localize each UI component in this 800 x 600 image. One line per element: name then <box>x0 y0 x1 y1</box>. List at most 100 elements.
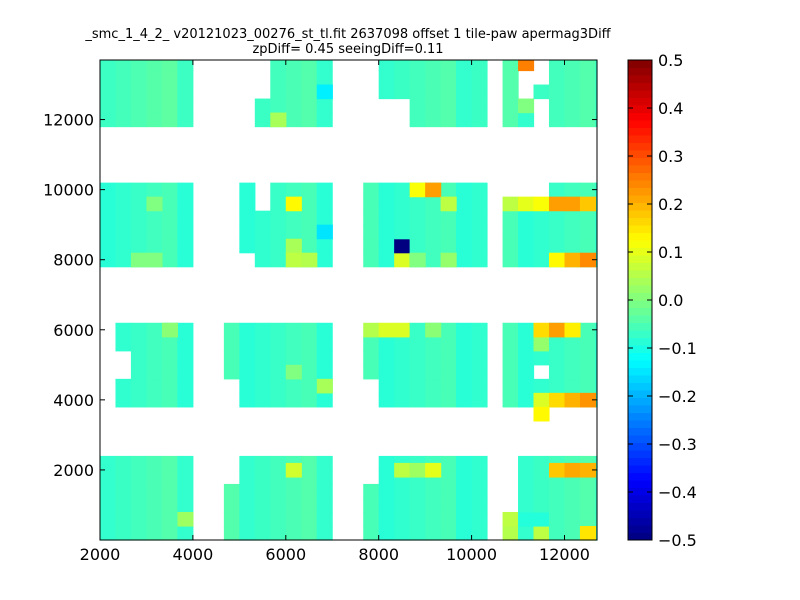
heatmap-cell-389 <box>378 252 395 268</box>
heatmap-cell-574 <box>579 84 596 100</box>
heatmap-cell-30 <box>177 525 194 541</box>
heatmap-cell-479 <box>115 60 132 72</box>
axis-ticks: 2000 4000 6000 8000 10000 12000 2000 4000 6000 80… <box>43 60 597 564</box>
heatmap-cell-34 <box>177 469 194 485</box>
heatmap-cell-61 <box>285 483 302 499</box>
heatmap-cell-372 <box>301 238 318 254</box>
heatmap-cell-280 <box>518 392 535 408</box>
heatmap-cell-18 <box>146 525 163 541</box>
heatmap-cell-542 <box>440 60 457 72</box>
heatmap-cell-285 <box>518 322 535 338</box>
heatmap-cell-233 <box>378 378 395 394</box>
heatmap-cell-549 <box>471 98 488 114</box>
heatmap-cell-500 <box>254 112 271 128</box>
x-tick-label-8000: 8000 <box>358 545 399 564</box>
heatmap-cell-38 <box>223 497 240 513</box>
heatmap-cell-293 <box>548 350 566 366</box>
heatmap-cell-220 <box>301 336 318 352</box>
heatmap-cell-261 <box>440 322 457 338</box>
heatmap-cell-516 <box>301 60 318 72</box>
heatmap-cell-307 <box>579 322 596 338</box>
heatmap-cell-553 <box>502 112 519 128</box>
heatmap-cell-431 <box>502 252 519 268</box>
colorbar-band-8 <box>628 472 652 481</box>
heatmap-cell-360 <box>270 238 287 254</box>
heatmap-cell-78 <box>363 497 380 513</box>
heatmap-cell-325 <box>115 182 132 198</box>
colorbar-band-25 <box>628 345 652 353</box>
colorbar-tick-label-4: −0.1 <box>658 339 697 358</box>
heatmap-cell-247 <box>409 350 426 366</box>
heatmap-cell-473 <box>100 70 117 86</box>
colorbar-band-53 <box>628 135 652 143</box>
heatmap-cell-314 <box>100 252 117 268</box>
heatmap-cell-548 <box>471 112 488 128</box>
heatmap-cell-547 <box>456 60 473 72</box>
heatmap-cell-564 <box>548 84 566 100</box>
heatmap-cell-245 <box>409 378 426 394</box>
colorbar-tick-label-7: 0.2 <box>658 195 683 214</box>
heatmap-cell-598 <box>409 252 426 268</box>
heatmap-cell-487 <box>146 84 163 100</box>
heatmap-cell-268 <box>471 392 488 408</box>
heatmap-cell-264 <box>456 364 473 380</box>
heatmap-cell-164 <box>130 392 147 408</box>
heatmap-cell-178 <box>161 364 178 380</box>
heatmap-cell-345 <box>177 238 194 254</box>
heatmap-cell-352 <box>239 210 256 226</box>
heatmap-cell-468 <box>595 196 598 212</box>
heatmap-cell-493 <box>161 70 178 86</box>
heatmap-cell-135 <box>533 455 550 471</box>
heatmap-cell-425 <box>471 252 488 268</box>
heatmap-cell-471 <box>100 98 117 114</box>
colorbar-band-1 <box>628 525 652 533</box>
heatmap-cell-9 <box>115 483 132 499</box>
heatmap-cell-81 <box>378 511 395 527</box>
heatmap-cell-98 <box>425 525 442 541</box>
heatmap-cell-474 <box>100 60 117 72</box>
heatmap-cell-105 <box>440 511 457 527</box>
heatmap-cell-559 <box>518 98 535 114</box>
colorbar-band-56 <box>628 112 652 121</box>
heatmap-cell-211 <box>285 378 302 394</box>
heatmap-cell-277 <box>502 350 519 366</box>
heatmap-cell-447 <box>548 238 566 254</box>
heatmap-cell-514 <box>301 84 318 100</box>
heatmap-cell-587 <box>440 196 457 212</box>
heatmap-cell-440 <box>518 196 535 212</box>
heatmap-cell-126 <box>518 497 535 513</box>
heatmap-cell-550 <box>471 84 488 100</box>
heatmap-cell-177 <box>161 378 178 394</box>
heatmap-cell-312 <box>595 336 598 352</box>
heatmap-cell-206 <box>270 364 287 380</box>
heatmap-cell-486 <box>146 98 163 114</box>
heatmap-cell-454 <box>564 224 581 240</box>
y-tick-label-12000: 12000 <box>43 111 94 130</box>
heatmap-cell-357 <box>254 224 271 240</box>
heatmap-cell-207 <box>270 350 287 366</box>
heatmap-cell-45 <box>239 455 256 471</box>
colorbar-tick-label-8: 0.3 <box>658 147 683 166</box>
heatmap-cell-2 <box>100 497 117 513</box>
heatmap-cell-304 <box>579 364 596 380</box>
heatmap-cell-528 <box>409 112 426 128</box>
heatmap-cell-120 <box>471 469 488 485</box>
heatmap-cell-498 <box>177 70 194 86</box>
chart-title-line1: _smc_1_4_2_ v20121023_00276_st_tl.fit 26… <box>84 27 611 42</box>
heatmap-cell-527 <box>394 60 411 72</box>
colorbar-tick-label-1: −0.4 <box>658 483 697 502</box>
heatmap-cell-370 <box>285 182 302 198</box>
heatmap-cell-217 <box>301 378 318 394</box>
heatmap-cell-128 <box>518 469 535 485</box>
heatmap-cell-602 <box>579 252 597 268</box>
heatmap-cell-404 <box>409 210 426 226</box>
colorbar: −0.5 −0.4 −0.3 −0.2 −0.1 0.0 0.1 0.2 0.3 0.4 0.5 <box>627 51 697 550</box>
heatmap-cell-591 <box>146 196 163 212</box>
heatmap-cell-420 <box>456 238 473 254</box>
heatmap-cell-35 <box>177 455 194 471</box>
heatmap-cell-251 <box>425 378 442 394</box>
heatmap-cell-281 <box>518 378 535 394</box>
heatmap-cell-303 <box>579 378 596 394</box>
heatmap-cell-582 <box>316 84 333 100</box>
heatmap-cell-179 <box>161 350 178 366</box>
